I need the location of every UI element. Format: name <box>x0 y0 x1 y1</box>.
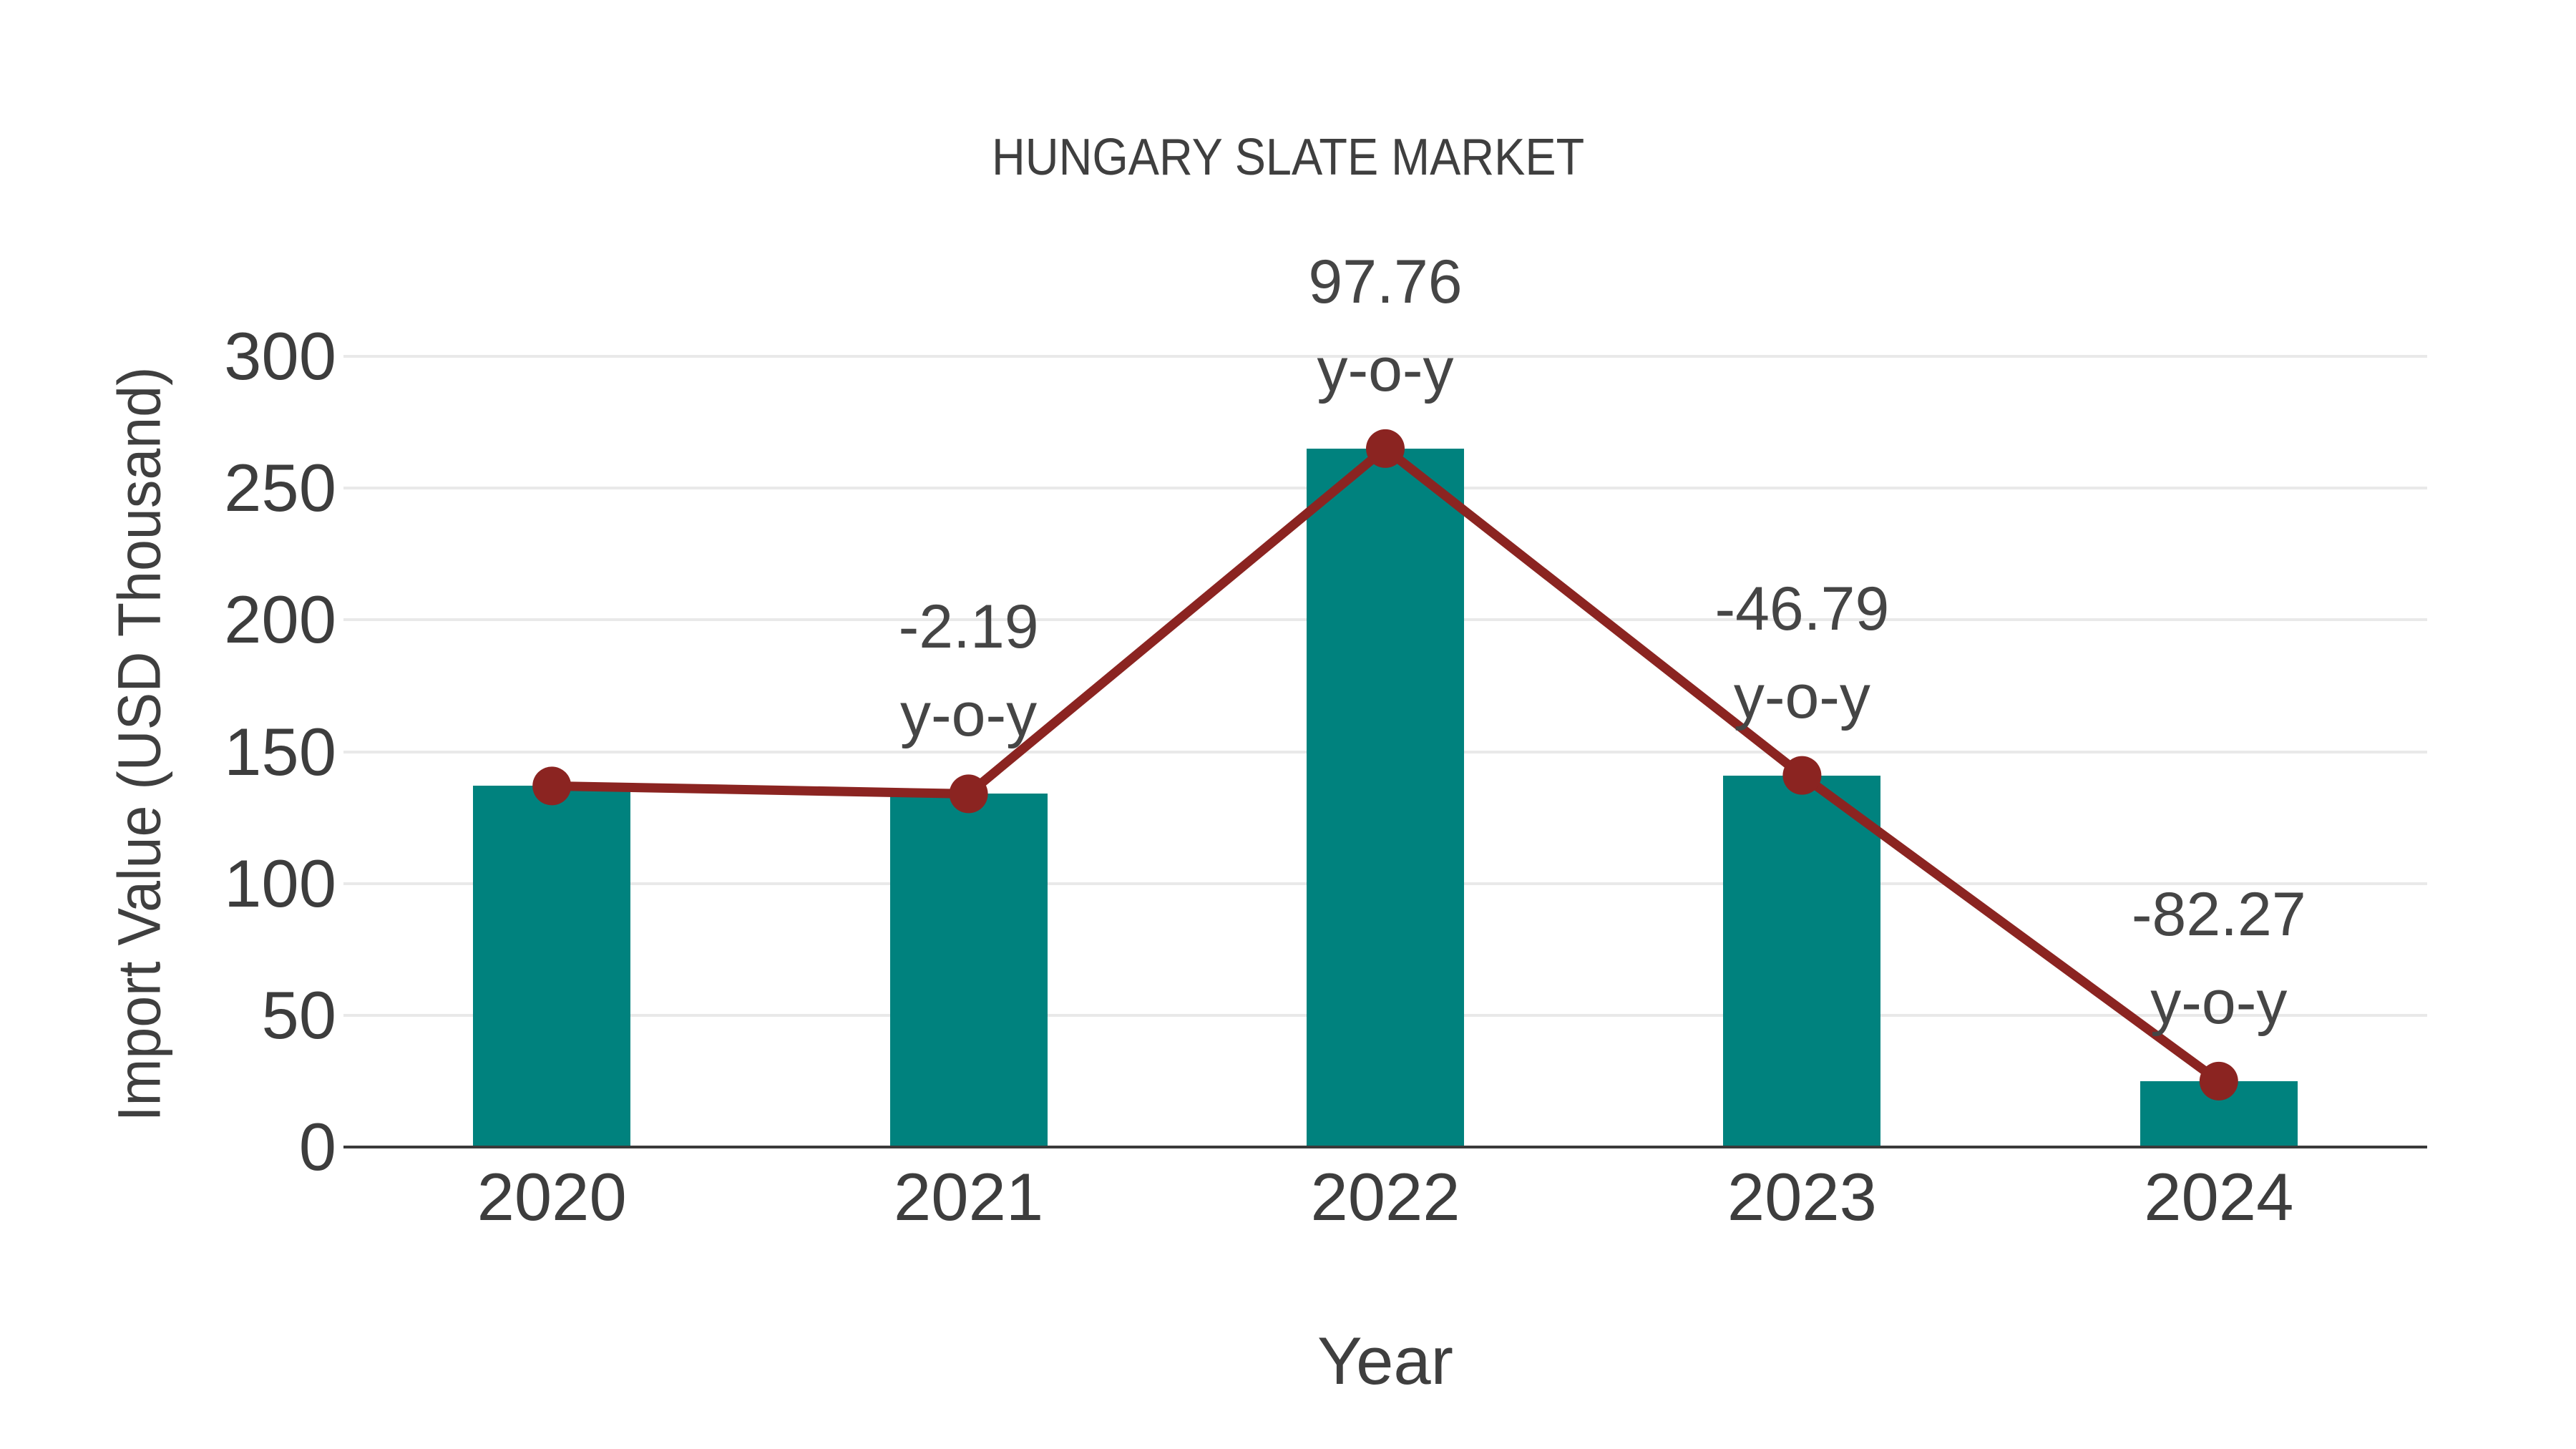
bar-2020 <box>473 786 631 1147</box>
annotation-yoy-2023: y-o-y <box>1733 662 1870 731</box>
bar-2023 <box>1723 775 1881 1147</box>
x-tick-label: 2022 <box>1310 1159 1460 1234</box>
yoy-trend-line <box>552 442 2222 1085</box>
data-point-marker-2022 <box>1366 429 1405 468</box>
x-tick-label: 2020 <box>477 1159 627 1234</box>
data-point-marker-2023 <box>1782 756 1822 795</box>
y-tick-label: 150 <box>224 713 336 789</box>
annotation-yoy-2022: y-o-y <box>1317 335 1454 404</box>
y-tick-label: 50 <box>261 977 336 1053</box>
annotation-yoy-2024: y-o-y <box>2150 967 2288 1037</box>
x-axis-line <box>343 1146 2427 1148</box>
bar-2022 <box>1307 448 1464 1147</box>
x-tick-label: 2021 <box>894 1159 1044 1234</box>
data-point-marker-2024 <box>2199 1061 2238 1101</box>
y-tick-label: 0 <box>298 1109 336 1184</box>
chart-title: HUNGARY SLATE MARKET <box>0 130 2576 185</box>
data-point-marker-2021 <box>949 774 988 814</box>
bar-2021 <box>889 794 1048 1147</box>
annotation-value-2021: -2.19 <box>898 592 1039 662</box>
annotation-value-2022: 97.76 <box>1308 247 1463 316</box>
annotation-yoy-2021: y-o-y <box>900 680 1038 750</box>
y-tick-label: 250 <box>224 450 336 526</box>
y-tick-label: 200 <box>224 582 336 658</box>
gridline-y-300 <box>343 355 2427 358</box>
x-axis-title: Year <box>1317 1323 1453 1398</box>
y-tick-label: 100 <box>224 845 336 921</box>
data-point-marker-2020 <box>532 766 572 806</box>
annotation-value-2024: -82.27 <box>2131 879 2306 949</box>
x-tick-label: 2024 <box>2144 1159 2294 1234</box>
y-tick-label: 300 <box>224 318 336 394</box>
chart-title-text: HUNGARY SLATE MARKET <box>991 129 1585 186</box>
x-tick-label: 2023 <box>1727 1159 1877 1234</box>
annotation-value-2023: -46.79 <box>1714 574 1890 643</box>
